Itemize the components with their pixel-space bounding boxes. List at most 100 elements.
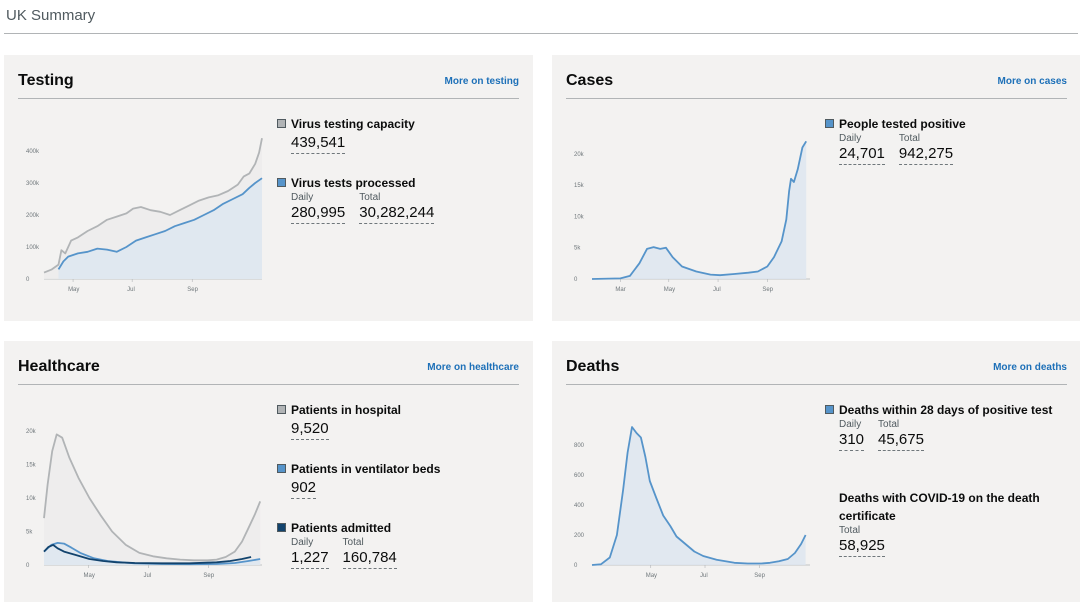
within28-metric: Deaths within 28 days of positive test D… [825,401,1055,451]
deaths-x-tick-2: Sep [754,573,765,579]
positive-total-caption: Total [898,133,921,144]
certificate-values: Total 58,925 [839,525,1069,557]
deaths-title: Deaths [566,358,620,375]
more-on-testing-link[interactable]: More on testing [444,76,519,87]
ventilator-label-text: Patients in ventilator beds [291,462,441,476]
certificate-total-caption: Total [839,525,861,536]
deaths-y-tick-0: 0 [574,563,578,569]
testing-y-tick-3: 300k [26,181,40,187]
deaths-y-tick-2: 400 [574,503,585,509]
more-on-healthcare-link[interactable]: More on healthcare [427,362,519,373]
healthcare-x-tick-1: Jul [143,573,151,579]
cases-positive-line [591,140,807,280]
cases-y-tick-3: 15k [574,183,585,189]
healthcare-card-header: Healthcare More on healthcare [18,341,519,385]
admitted-daily-stat: Daily 1,227 [291,537,329,569]
healthcare-title: Healthcare [18,358,100,375]
hospital-label-text: Patients in hospital [291,403,402,417]
more-on-deaths-link[interactable]: More on deaths [993,362,1067,373]
processed-daily-value[interactable]: 280,995 [291,203,346,224]
admitted-total-caption: Total [342,537,364,548]
positive-total-value[interactable]: 942,275 [898,144,954,165]
healthcare-y-tick-3: 15k [26,463,37,469]
admitted-label-text: Patients admitted [291,521,392,535]
positive-swatch [825,119,834,128]
admitted-swatch [277,523,286,532]
admitted-values: Daily 1,227 Total 160,784 [291,537,397,569]
cases-y-tick-2: 10k [574,214,585,220]
admitted-daily-caption: Daily [291,537,314,548]
cases-card-header: Cases More on cases [566,55,1067,99]
cases-card: Cases More on cases 0 5k 10k 15k 20k Mar May Ju… [552,55,1080,321]
cases-x-tick-0: Mar [615,287,625,293]
processed-values: Daily 280,995 Total 30,282,244 [291,192,435,224]
testing-card-header: Testing More on testing [18,55,519,99]
healthcare-y-tick-4: 20k [26,429,37,435]
positive-daily-value[interactable]: 24,701 [839,144,885,165]
cases-metrics: People tested positive Daily 24,701 Tota… [825,115,1075,315]
healthcare-admitted-line [43,543,252,565]
deaths-deaths-line [591,426,807,566]
certificate-label: Deaths with COVID-19 on the death certif… [839,489,1069,525]
processed-total-stat: Total 30,282,244 [359,192,435,224]
deaths-x-tick-0: May [646,573,657,579]
hospital-metric: Patients in hospital 9,520 [277,401,401,440]
healthcare-x-tick-0: May [84,573,95,579]
ventilator-label: Patients in ventilator beds [277,460,440,478]
ventilator-swatch [277,464,286,473]
testing-y-tick-4: 400k [26,149,40,155]
cases-x-tick-3: Sep [762,287,773,293]
processed-total-value[interactable]: 30,282,244 [359,203,435,224]
deaths-y-tick-1: 200 [574,533,585,539]
within28-swatch [825,405,834,414]
testing-x-tick-2: Sep [187,287,198,293]
cases-x-tick-2: Jul [713,287,721,293]
cases-y-tick-4: 20k [574,152,585,158]
deaths-y-tick-4: 800 [574,443,585,449]
testing-x-tick-1: Jul [127,287,135,293]
cases-chart: 0 5k 10k 15k 20k Mar May Jul Sep [574,140,810,293]
admitted-label: Patients admitted [277,519,397,537]
healthcare-y-tick-1: 5k [26,530,33,536]
deaths-card-header: Deaths More on deaths [566,341,1067,385]
ventilator-value[interactable]: 902 [291,478,317,499]
within28-values: Daily 310 Total 45,675 [839,419,1055,451]
within28-total-caption: Total [878,419,900,430]
within28-daily-value[interactable]: 310 [839,430,865,451]
admitted-total-value[interactable]: 160,784 [342,548,397,569]
capacity-label: Virus testing capacity [277,115,415,133]
deaths-card: Deaths More on deaths 0 200 400 600 800 May Ju… [552,341,1080,602]
capacity-swatch [277,119,286,128]
within28-label-text: Deaths within 28 days of positive test [839,403,1053,417]
cases-y-tick-0: 0 [574,277,578,283]
hospital-swatch [277,405,286,414]
admitted-daily-value[interactable]: 1,227 [291,548,329,569]
cases-x-tick-1: May [664,287,675,293]
admitted-metric: Patients admitted Daily 1,227 Total 160,… [277,519,397,569]
cases-title: Cases [566,72,614,89]
within28-total-value[interactable]: 45,675 [878,430,924,451]
more-on-cases-link[interactable]: More on cases [997,76,1067,87]
page-heading-rule [4,33,1078,34]
cases-positive-area [592,141,807,279]
positive-label: People tested positive [825,115,966,133]
positive-metric: People tested positive Daily 24,701 Tota… [825,115,966,165]
cases-y-tick-1: 5k [574,246,581,252]
testing-y-tick-2: 200k [26,213,40,219]
capacity-metric: Virus testing capacity 439,541 [277,115,415,154]
capacity-value[interactable]: 439,541 [291,133,346,154]
hospital-values: 9,520 [291,419,401,440]
deaths-deaths-area [592,427,806,565]
testing-y-tick-0: 0 [26,277,30,283]
hospital-value[interactable]: 9,520 [291,419,329,440]
healthcare-y-tick-2: 10k [26,496,37,502]
processed-daily-stat: Daily 280,995 [291,192,346,224]
positive-label-text: People tested positive [839,117,966,131]
within28-daily-stat: Daily 310 [839,419,865,451]
processed-total-caption: Total [359,192,381,203]
certificate-metric: Deaths with COVID-19 on the death certif… [839,489,1069,557]
certificate-total-value[interactable]: 58,925 [839,536,885,557]
processed-label-text: Virus tests processed [291,176,416,190]
deaths-chart: 0 200 400 600 800 May Jul Sep [574,426,810,579]
testing-title: Testing [18,72,74,89]
